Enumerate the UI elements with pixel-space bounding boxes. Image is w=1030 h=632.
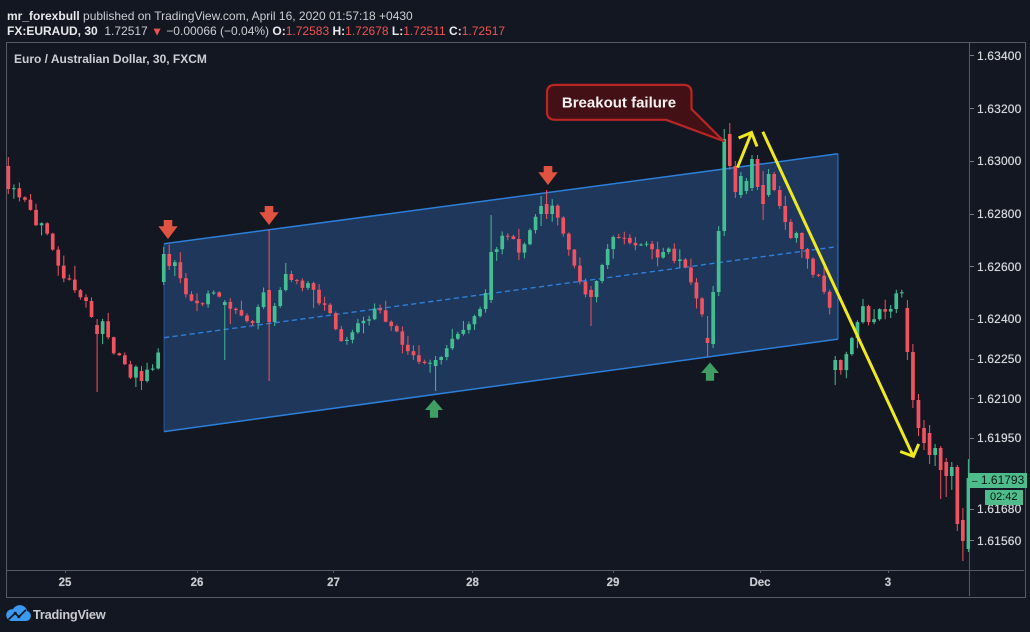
svg-text:Breakout failure: Breakout failure: [562, 95, 676, 112]
